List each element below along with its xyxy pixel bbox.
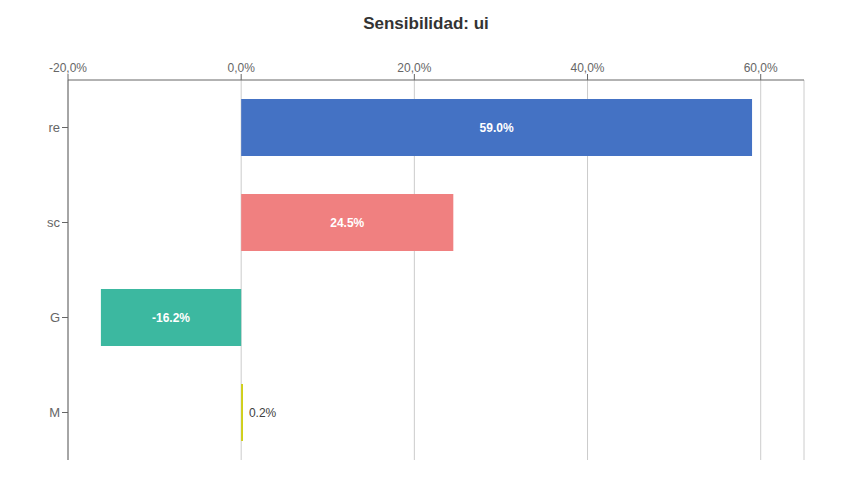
svg-text:-20,0%: -20,0%: [49, 61, 87, 75]
html-text:Sensibilidad: ui: Sensibilidad: ui: [363, 14, 489, 33]
svg-text:sc: sc: [47, 215, 61, 230]
svg-text:20,0%: 20,0%: [397, 61, 431, 75]
svg-text:59.0%: 59.0%: [480, 121, 514, 135]
svg-text:0.2%: 0.2%: [249, 406, 277, 420]
svg-text:40,0%: 40,0%: [571, 61, 605, 75]
svg-text:G: G: [50, 310, 60, 325]
svg-text:24.5%: 24.5%: [330, 216, 364, 230]
svg-text:0,0%: 0,0%: [227, 61, 255, 75]
svg-text:M: M: [49, 405, 60, 420]
svg-text:60,0%: 60,0%: [744, 61, 778, 75]
svg-text:-16.2%: -16.2%: [152, 311, 190, 325]
svg-text:re: re: [48, 120, 60, 135]
